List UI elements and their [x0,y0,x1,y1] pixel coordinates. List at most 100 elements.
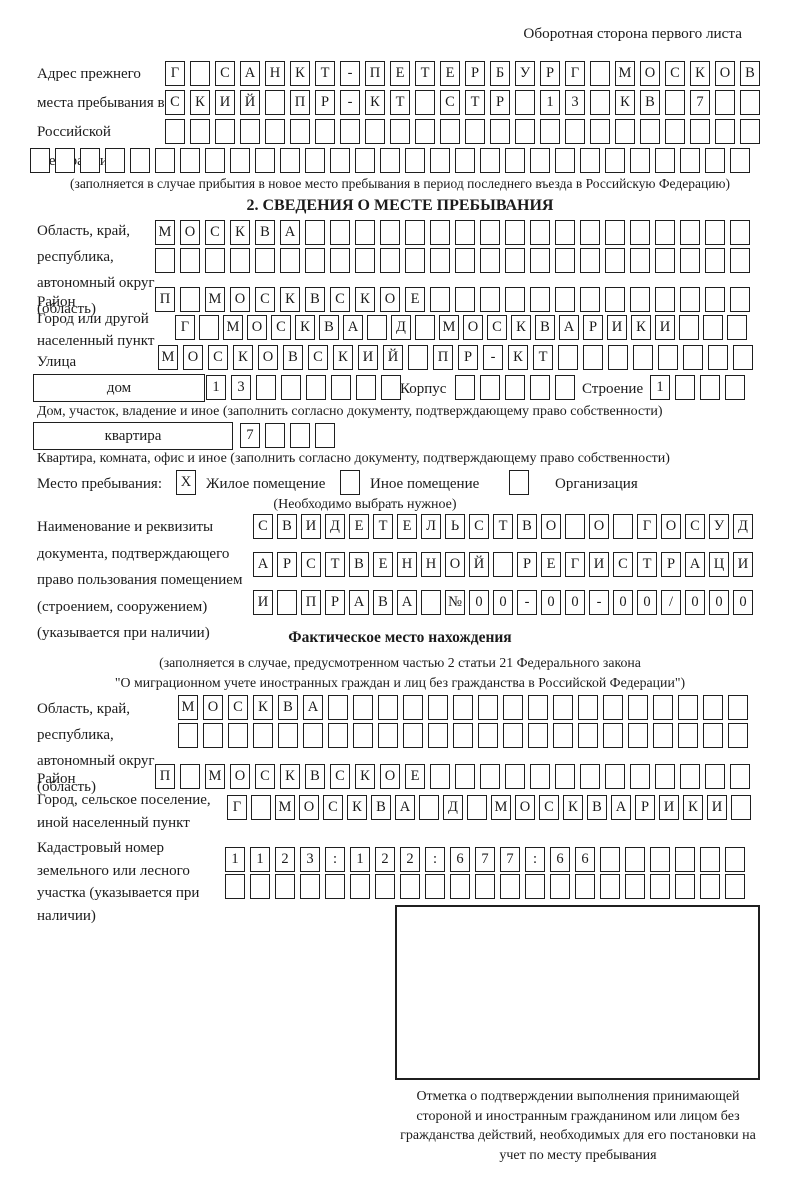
char-cell [355,248,375,273]
char-cell [251,795,271,820]
char-cell: Т [493,514,513,539]
char-cell [680,220,700,245]
char-cell: Д [443,795,463,820]
char-cell: № [445,590,465,615]
char-cell [580,220,600,245]
char-cell [330,248,350,273]
char-cell [665,119,685,144]
char-cell [415,90,435,115]
char-cell: - [483,345,503,370]
char-cell: Т [637,552,657,577]
char-cell [608,345,628,370]
stay-type-checkbox-other [340,470,360,495]
char-cell: И [733,552,753,577]
apartment-field-box: квартира [33,422,233,450]
char-cell: А [280,220,300,245]
char-cell [605,248,625,273]
char-cell: Е [390,61,410,86]
stamp-box [395,905,760,1080]
char-cell [530,248,550,273]
char-cell: Й [240,90,260,115]
stay-type-label-residential: Жилое помещение [206,476,326,492]
char-cell: О [299,795,319,820]
char-cell [455,148,475,173]
char-cell: О [230,764,250,789]
char-cell [700,874,720,899]
char-cell [290,423,310,448]
char-cell [165,119,185,144]
char-cell: 6 [450,847,470,872]
char-cell: Р [465,61,485,86]
char-cell: В [587,795,607,820]
char-cell [715,119,735,144]
char-cell [275,874,295,899]
char-cell [475,874,495,899]
char-cell: Е [373,552,393,577]
char-cell [440,119,460,144]
char-cell: Р [635,795,655,820]
char-cell: С [255,764,275,789]
char-cell [733,345,753,370]
char-cell: И [707,795,727,820]
char-cell: 7 [240,423,260,448]
char-cell: С [469,514,489,539]
char-cell [180,287,200,312]
char-cell [255,148,275,173]
char-cell: 0 [613,590,633,615]
char-cell: Г [175,315,195,340]
char-cell: У [709,514,729,539]
char-cell [228,723,248,748]
char-cell: - [340,90,360,115]
char-cell: 1 [206,375,226,400]
cadastre-label: Кадастровый номер земельного или лесного… [37,840,200,924]
char-cell [328,695,348,720]
char-cell: О [247,315,267,340]
char-cell: 6 [550,847,570,872]
char-cell: 0 [541,590,561,615]
char-cell: К [683,795,703,820]
char-cell: : [425,847,445,872]
char-cell [678,695,698,720]
char-cell: С [613,552,633,577]
char-cell [505,148,525,173]
char-cell: А [349,590,369,615]
char-cell: В [517,514,537,539]
char-cell [205,248,225,273]
char-cell [465,119,485,144]
char-cell: Р [277,552,297,577]
char-cell [490,119,510,144]
prev-address-row-4 [30,148,750,173]
char-cell: О [258,345,278,370]
char-cell: О [230,287,250,312]
char-cell [353,695,373,720]
char-cell [625,847,645,872]
char-cell: О [380,764,400,789]
char-cell [328,723,348,748]
char-cell: 6 [575,847,595,872]
char-cell [493,552,513,577]
char-cell [528,723,548,748]
char-cell [555,220,575,245]
char-cell [315,119,335,144]
char-cell: 1 [650,375,670,400]
char-cell: И [589,552,609,577]
char-cell: К [631,315,651,340]
char-cell: О [515,795,535,820]
char-cell: С [165,90,185,115]
char-cell [467,795,487,820]
actual-region-row-2 [178,723,748,748]
char-cell [590,119,610,144]
char-cell: О [541,514,561,539]
char-cell: Р [661,552,681,577]
char-cell [400,874,420,899]
char-cell: Р [325,590,345,615]
char-cell [105,148,125,173]
char-cell: Т [533,345,553,370]
char-cell [375,874,395,899]
char-cell [503,723,523,748]
char-cell [305,220,325,245]
char-cell [381,375,401,400]
char-cell [700,375,720,400]
